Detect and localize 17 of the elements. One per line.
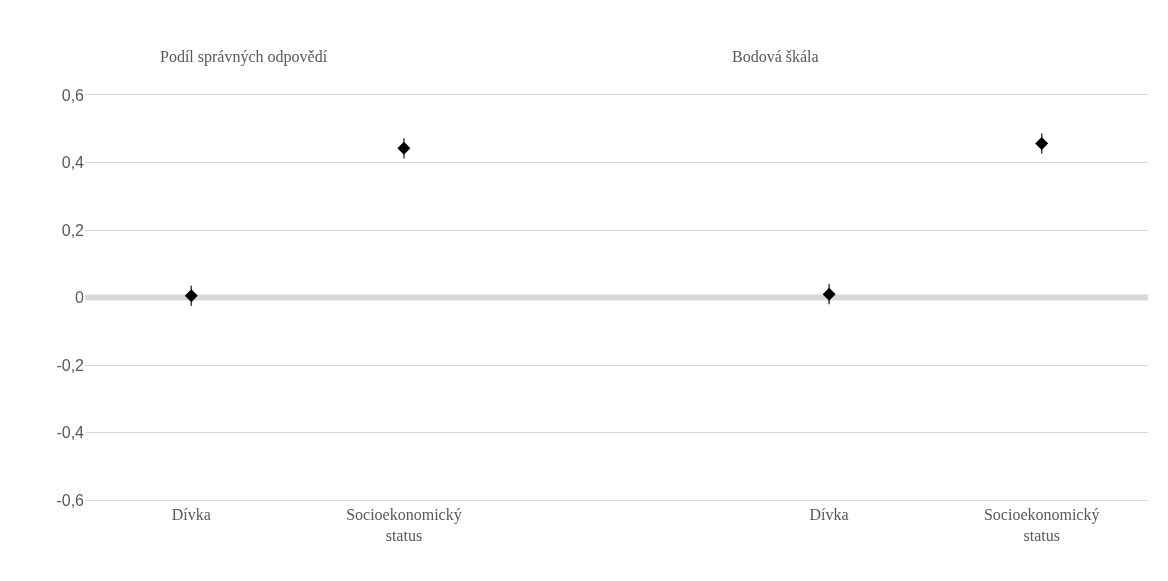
y-tick-label: 0,2 [61, 221, 85, 239]
point [1035, 137, 1049, 151]
y-tick-label: -0,2 [56, 356, 85, 374]
text: Podíl správných odpovědí [160, 48, 328, 66]
point [822, 287, 836, 301]
x-tick-label: Dívka [809, 506, 849, 524]
y-tick-label: -0,6 [56, 491, 85, 509]
x-tick-label: Dívka [171, 506, 211, 524]
y-tick-label: 0,6 [61, 86, 85, 104]
y-tick-label: -0,4 [56, 424, 85, 442]
text: Bodová škála [732, 48, 819, 65]
x-tick-label: Socioekonomický status [346, 506, 462, 544]
point [397, 141, 411, 155]
point [184, 289, 198, 303]
y-tick-label: 0 [75, 289, 85, 307]
x-tick-label: Socioekonomický status [983, 506, 1100, 544]
y-tick-label: 0,4 [61, 154, 85, 172]
